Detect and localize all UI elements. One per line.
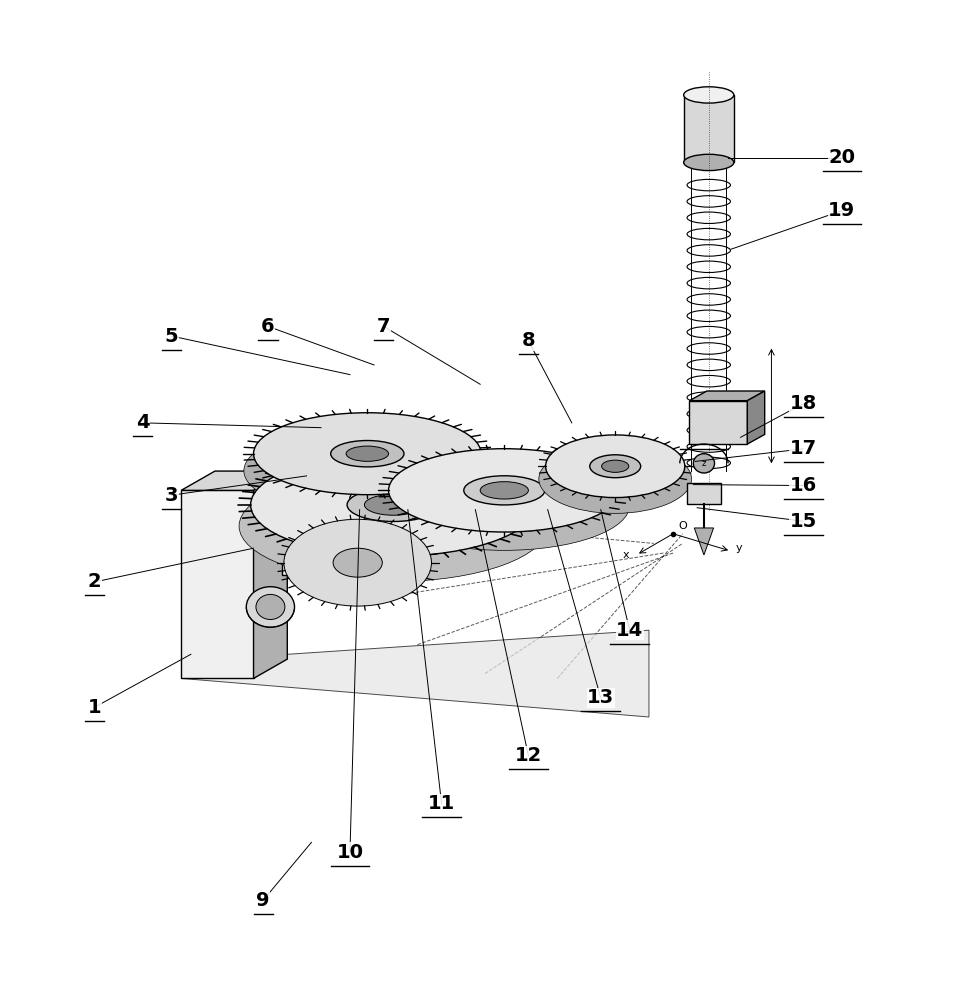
Text: 20: 20 xyxy=(828,148,855,167)
Text: 3: 3 xyxy=(165,486,178,505)
Ellipse shape xyxy=(683,87,734,103)
Text: 10: 10 xyxy=(336,843,363,862)
Text: 2: 2 xyxy=(87,572,101,591)
Text: 12: 12 xyxy=(515,746,542,765)
Ellipse shape xyxy=(250,453,536,556)
Text: 9: 9 xyxy=(256,891,269,910)
Ellipse shape xyxy=(246,587,295,627)
Polygon shape xyxy=(253,471,287,678)
Text: 18: 18 xyxy=(789,394,816,413)
Text: O: O xyxy=(677,521,686,531)
Ellipse shape xyxy=(256,594,285,619)
Text: 17: 17 xyxy=(789,439,816,458)
Polygon shape xyxy=(686,483,721,504)
Text: 5: 5 xyxy=(165,327,178,346)
Text: 8: 8 xyxy=(521,331,535,350)
Text: 11: 11 xyxy=(427,794,454,813)
Ellipse shape xyxy=(284,519,431,606)
Polygon shape xyxy=(683,95,734,162)
Text: 7: 7 xyxy=(377,317,391,336)
Polygon shape xyxy=(689,401,746,444)
Polygon shape xyxy=(282,526,366,538)
Polygon shape xyxy=(282,538,345,575)
Ellipse shape xyxy=(379,460,629,550)
Text: 14: 14 xyxy=(615,621,642,640)
Ellipse shape xyxy=(683,154,734,171)
Polygon shape xyxy=(746,391,764,444)
Ellipse shape xyxy=(243,426,490,515)
Polygon shape xyxy=(694,528,713,555)
Ellipse shape xyxy=(589,455,640,478)
Text: 19: 19 xyxy=(828,201,855,220)
Text: z: z xyxy=(701,459,705,468)
Ellipse shape xyxy=(480,482,528,499)
Text: 4: 4 xyxy=(136,413,149,432)
Text: 15: 15 xyxy=(789,512,816,531)
Polygon shape xyxy=(345,526,366,575)
Text: x: x xyxy=(622,550,629,560)
Text: 16: 16 xyxy=(789,476,816,495)
Polygon shape xyxy=(181,630,648,717)
Ellipse shape xyxy=(330,441,403,467)
Ellipse shape xyxy=(463,476,545,505)
Polygon shape xyxy=(689,391,764,401)
Text: 1: 1 xyxy=(87,698,101,717)
Ellipse shape xyxy=(253,413,481,495)
Ellipse shape xyxy=(545,435,684,498)
Ellipse shape xyxy=(238,470,547,582)
Text: 6: 6 xyxy=(261,317,274,336)
Ellipse shape xyxy=(332,548,382,577)
Ellipse shape xyxy=(364,494,422,515)
Polygon shape xyxy=(181,490,253,678)
Ellipse shape xyxy=(693,454,714,473)
Polygon shape xyxy=(181,471,287,490)
Text: y: y xyxy=(735,543,741,553)
Ellipse shape xyxy=(601,460,628,472)
Ellipse shape xyxy=(389,449,619,532)
Ellipse shape xyxy=(347,488,439,521)
Ellipse shape xyxy=(346,446,389,461)
Text: 13: 13 xyxy=(586,688,613,707)
Ellipse shape xyxy=(538,445,691,513)
